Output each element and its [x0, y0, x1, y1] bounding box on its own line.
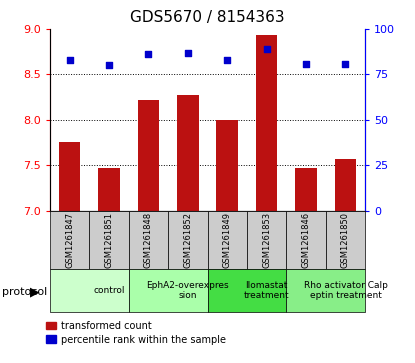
- Bar: [129, 269, 208, 312]
- Bar: [216, 120, 238, 211]
- Text: GSM1261852: GSM1261852: [183, 212, 192, 268]
- Text: ▶: ▶: [30, 286, 39, 299]
- Bar: [208, 211, 247, 269]
- Bar: [98, 168, 120, 211]
- Bar: [286, 269, 365, 312]
- Text: GSM1261849: GSM1261849: [223, 212, 232, 268]
- Point: [66, 57, 73, 63]
- Title: GDS5670 / 8154363: GDS5670 / 8154363: [130, 10, 285, 25]
- Text: protocol: protocol: [2, 287, 47, 297]
- Bar: [177, 95, 199, 211]
- Bar: [334, 159, 356, 211]
- Text: EphA2-overexpres
sion: EphA2-overexpres sion: [146, 281, 229, 300]
- Text: GSM1261847: GSM1261847: [65, 212, 74, 268]
- Bar: [137, 100, 159, 211]
- Point: [184, 50, 191, 56]
- Point: [303, 61, 309, 66]
- Point: [342, 61, 349, 66]
- Text: GSM1261850: GSM1261850: [341, 212, 350, 268]
- Point: [264, 46, 270, 52]
- Point: [105, 62, 112, 68]
- Text: control: control: [93, 286, 124, 295]
- Bar: [59, 142, 81, 211]
- Bar: [50, 269, 129, 312]
- Text: GSM1261846: GSM1261846: [302, 212, 310, 268]
- Bar: [50, 211, 89, 269]
- Text: GSM1261853: GSM1261853: [262, 212, 271, 268]
- Legend: transformed count, percentile rank within the sample: transformed count, percentile rank withi…: [46, 321, 226, 344]
- Bar: [168, 211, 208, 269]
- Text: Ilomastat
treatment: Ilomastat treatment: [244, 281, 289, 300]
- Bar: [208, 269, 286, 312]
- Text: GSM1261851: GSM1261851: [105, 212, 113, 268]
- Bar: [295, 168, 317, 211]
- Text: Rho activator Calp
eptin treatment: Rho activator Calp eptin treatment: [303, 281, 388, 300]
- Bar: [89, 211, 129, 269]
- Point: [145, 52, 152, 57]
- Bar: [286, 211, 326, 269]
- Point: [224, 57, 231, 63]
- Bar: [326, 211, 365, 269]
- Bar: [256, 36, 278, 211]
- Bar: [247, 211, 286, 269]
- Bar: [129, 211, 168, 269]
- Text: GSM1261848: GSM1261848: [144, 212, 153, 268]
